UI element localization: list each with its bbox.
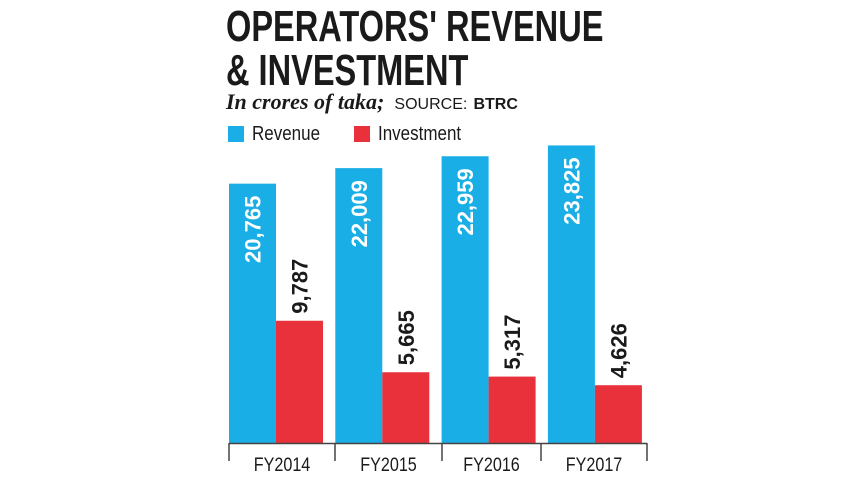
chart-title-line-1: OPERATORS' REVENUE xyxy=(226,2,604,51)
x-tick-label-fy2016: FY2016 xyxy=(463,454,520,476)
chart-legend: Revenue Investment xyxy=(228,122,498,146)
bar-investment-fy2014 xyxy=(276,320,323,443)
bar-investment-fy2016 xyxy=(488,376,536,443)
legend-swatch-revenue xyxy=(228,126,244,142)
bar-revenue-fy2016 xyxy=(441,156,489,444)
source-label: SOURCE: xyxy=(394,96,468,113)
value-label-revenue-fy2016: 22,959 xyxy=(453,168,478,235)
source-value: BTRC xyxy=(473,96,518,113)
value-label-revenue-fy2017: 23,825 xyxy=(559,157,584,224)
value-label-investment-fy2014: 9,787 xyxy=(288,259,313,314)
bar-investment-fy2015 xyxy=(382,372,430,443)
value-label-investment-fy2017: 4,626 xyxy=(606,323,631,378)
legend-label-investment: Investment xyxy=(378,122,462,145)
chart-title-line-2: & INVESTMENT xyxy=(226,46,469,95)
legend-entry-investment: Investment xyxy=(354,123,476,146)
bar-revenue-fy2017 xyxy=(547,145,595,444)
legend-entry-revenue: Revenue xyxy=(228,123,332,146)
value-label-investment-fy2015: 5,665 xyxy=(394,310,419,365)
bar-revenue-fy2014 xyxy=(229,183,276,443)
units-note: In crores of taka; xyxy=(226,89,385,114)
x-tick-label-fy2014: FY2014 xyxy=(254,454,311,476)
x-tick-label-fy2017: FY2017 xyxy=(566,454,623,476)
x-tick-label-fy2015: FY2015 xyxy=(360,454,417,476)
bar-revenue-fy2015 xyxy=(335,168,383,444)
bar-investment-fy2017 xyxy=(594,385,642,443)
legend-label-revenue: Revenue xyxy=(252,122,321,145)
value-label-investment-fy2016: 5,317 xyxy=(500,315,525,370)
legend-swatch-investment xyxy=(354,126,371,142)
value-label-revenue-fy2015: 22,009 xyxy=(347,180,372,247)
value-label-revenue-fy2014: 20,765 xyxy=(241,196,266,263)
chart-subtitle: In crores of taka; SOURCE: BTRC xyxy=(226,89,518,115)
